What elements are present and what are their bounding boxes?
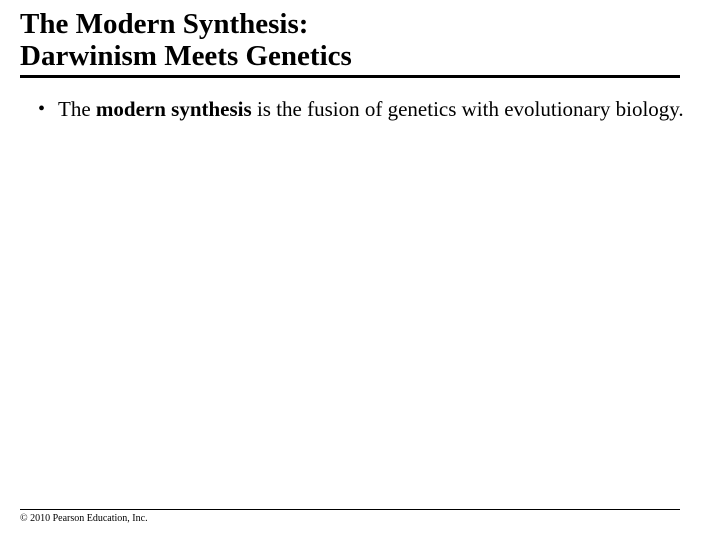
bullet-bold: modern synthesis	[96, 97, 252, 121]
bullet-pre: The	[58, 97, 96, 121]
footer-rule	[20, 509, 680, 510]
copyright-text: © 2010 Pearson Education, Inc.	[20, 513, 680, 524]
title-line-1: The Modern Synthesis:	[20, 8, 680, 40]
bullet-item: • The modern synthesis is the fusion of …	[38, 96, 688, 122]
footer: © 2010 Pearson Education, Inc.	[20, 509, 680, 524]
title-line-2: Darwinism Meets Genetics	[20, 40, 680, 72]
body-area: • The modern synthesis is the fusion of …	[20, 96, 700, 122]
bullet-post: is the fusion of genetics with evolution…	[252, 97, 684, 121]
title-block: The Modern Synthesis: Darwinism Meets Ge…	[20, 8, 680, 78]
slide: The Modern Synthesis: Darwinism Meets Ge…	[0, 0, 720, 540]
bullet-marker: •	[38, 96, 58, 122]
bullet-text: The modern synthesis is the fusion of ge…	[58, 96, 688, 122]
